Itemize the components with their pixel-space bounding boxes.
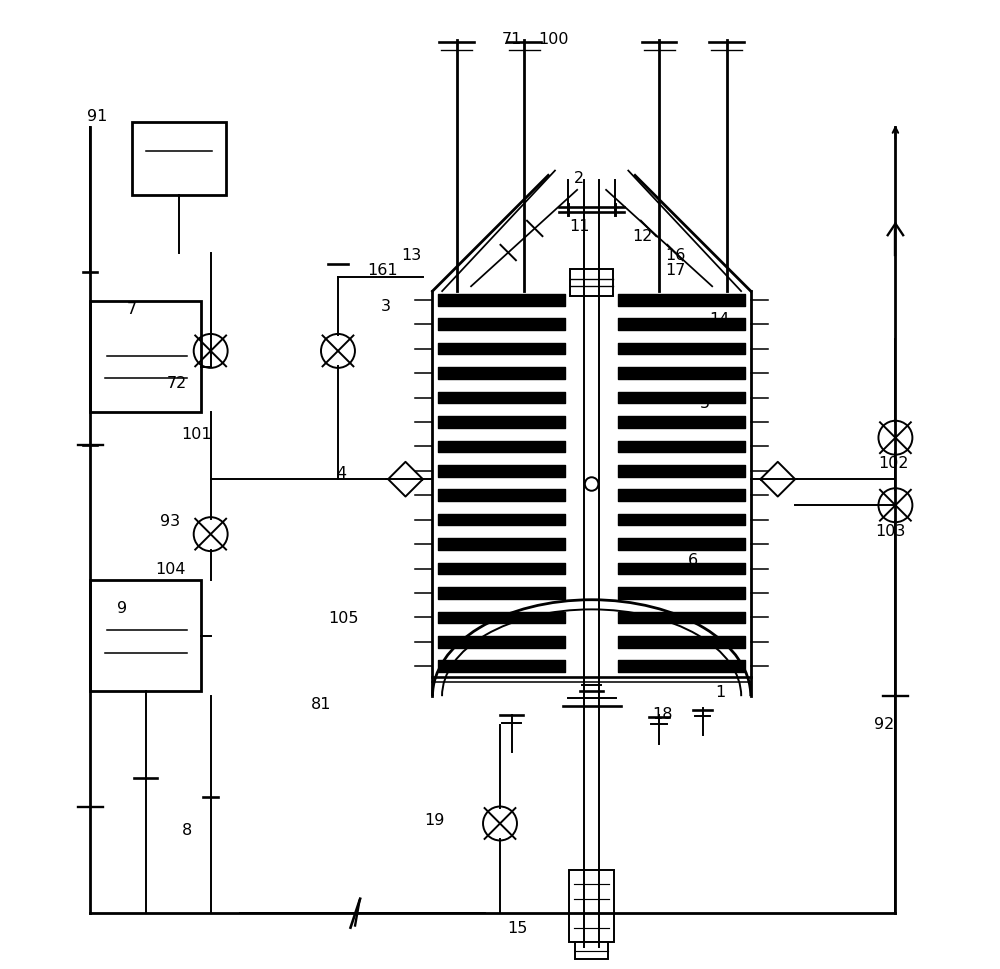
Text: 104: 104 bbox=[155, 562, 185, 577]
Text: 11: 11 bbox=[569, 219, 589, 234]
Text: 81: 81 bbox=[311, 697, 332, 711]
Text: 3: 3 bbox=[381, 298, 391, 314]
Text: 15: 15 bbox=[507, 921, 528, 935]
Text: 12: 12 bbox=[633, 229, 653, 243]
Text: 102: 102 bbox=[878, 455, 909, 471]
Text: 8: 8 bbox=[181, 822, 192, 837]
Bar bbox=[90, 580, 201, 692]
Text: 161: 161 bbox=[367, 264, 398, 278]
Bar bbox=[132, 123, 226, 196]
Text: 93: 93 bbox=[160, 514, 180, 529]
Text: 101: 101 bbox=[181, 427, 212, 442]
Text: 105: 105 bbox=[329, 610, 359, 625]
Bar bbox=[570, 269, 613, 297]
Text: 1: 1 bbox=[715, 684, 725, 700]
Text: 7: 7 bbox=[127, 301, 137, 317]
Text: 91: 91 bbox=[87, 109, 107, 124]
Text: 9: 9 bbox=[117, 601, 127, 615]
Text: 2: 2 bbox=[574, 171, 584, 186]
Text: 71: 71 bbox=[501, 32, 522, 47]
Bar bbox=[90, 301, 201, 412]
Text: 103: 103 bbox=[875, 523, 906, 538]
Bar bbox=[569, 870, 614, 942]
Text: 16: 16 bbox=[665, 248, 686, 263]
Text: 100: 100 bbox=[538, 32, 568, 47]
Text: 4: 4 bbox=[336, 465, 346, 481]
Bar bbox=[575, 942, 608, 959]
Text: 13: 13 bbox=[401, 248, 421, 263]
Text: 92: 92 bbox=[874, 716, 894, 731]
Text: 18: 18 bbox=[652, 706, 672, 721]
Text: 5: 5 bbox=[699, 395, 710, 410]
Text: 17: 17 bbox=[665, 264, 686, 278]
Text: 6: 6 bbox=[688, 552, 698, 567]
Text: 14: 14 bbox=[710, 311, 730, 327]
Text: 72: 72 bbox=[167, 376, 187, 391]
Text: 19: 19 bbox=[424, 812, 445, 828]
